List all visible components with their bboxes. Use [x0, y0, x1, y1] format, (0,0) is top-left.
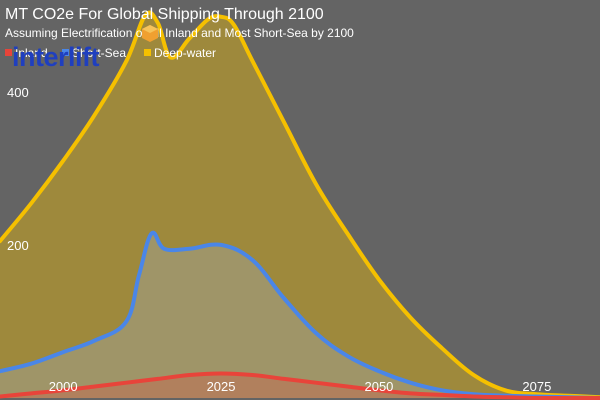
series-lines: [0, 10, 600, 400]
hexagon-icon: [142, 25, 158, 42]
legend: Inland Short-Sea Deep-water: [5, 46, 216, 60]
logo-text: interlift: [12, 42, 100, 72]
series-areas: [0, 12, 600, 399]
interlift-logo: interlift: [12, 25, 158, 72]
chart-title: MT CO2e For Global Shipping Through 2100: [5, 6, 324, 23]
x-tick-label: 2000: [49, 379, 78, 394]
legend-swatch-deep-water: [144, 49, 151, 56]
area-deep-water: [0, 12, 600, 398]
legend-swatch-inland: [5, 49, 12, 56]
chart-subtitle: Assuming Electrification of All Inland a…: [5, 26, 354, 40]
axis-ticks: 2000 2025 2050 2075 200 400: [7, 85, 551, 394]
x-tick-label: 2075: [522, 379, 551, 394]
legend-label-short-sea: Short-Sea: [72, 46, 126, 60]
legend-swatch-short-sea: [62, 49, 69, 56]
legend-label-inland: Inland: [15, 46, 48, 60]
line-inland: [0, 371, 600, 400]
line-deep-water: [0, 10, 600, 400]
legend-label-deep-water: Deep-water: [154, 46, 216, 60]
area-inland: [0, 373, 600, 399]
y-tick-label: 200: [7, 238, 29, 253]
x-tick-label: 2025: [207, 379, 236, 394]
y-tick-label: 400: [7, 85, 29, 100]
area-short-sea: [0, 232, 600, 398]
x-tick-label: 2050: [364, 379, 393, 394]
